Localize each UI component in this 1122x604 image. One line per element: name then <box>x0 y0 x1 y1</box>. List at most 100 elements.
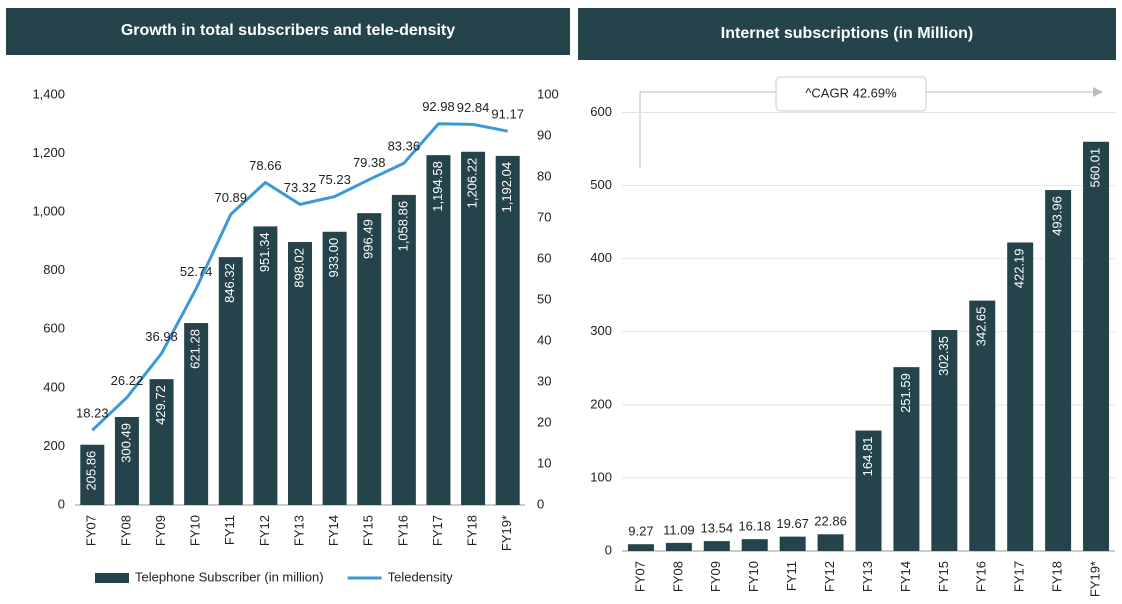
bar-label: 846.32 <box>222 263 237 303</box>
bar <box>1045 190 1072 551</box>
x-tick-label: FY19* <box>1087 561 1102 597</box>
bar <box>931 330 958 551</box>
y2-tick-label: 10 <box>537 455 551 470</box>
x-tick-label: FY07 <box>84 515 99 546</box>
bar <box>1083 141 1110 552</box>
legend-label: Teledensity <box>388 569 454 584</box>
y-tick-label: 400 <box>590 250 612 265</box>
bar-label: 621.28 <box>188 329 203 369</box>
bar-label: 9.27 <box>628 524 653 539</box>
annotation: ^CAGR 42.69% <box>805 85 897 100</box>
bar-label: 1,192.04 <box>499 162 514 213</box>
bar <box>426 155 451 506</box>
bar <box>627 544 654 551</box>
chart-title: Growth in total subscribers and tele-den… <box>121 22 455 39</box>
bar <box>855 430 882 551</box>
y-tick-label: 100 <box>590 469 612 484</box>
bar-label: 342.65 <box>974 307 989 347</box>
bar <box>357 213 382 506</box>
x-tick-label: FY13 <box>291 515 306 546</box>
y2-tick-label: 20 <box>537 414 551 429</box>
y2-tick-label: 70 <box>537 209 551 224</box>
x-tick-label: FY16 <box>974 561 989 592</box>
x-tick-label: FY07 <box>632 561 647 592</box>
y-tick-label: 600 <box>590 104 612 119</box>
annotation-bracket <box>639 91 1095 168</box>
line-label: 92.98 <box>422 99 455 114</box>
x-tick-label: FY18 <box>465 515 480 546</box>
annotation-box <box>775 76 927 112</box>
y2-tick-label: 90 <box>537 127 551 142</box>
y-tick-label: 300 <box>590 323 612 338</box>
bar-label: 300.49 <box>118 423 133 463</box>
bar-label: 996.49 <box>361 219 376 259</box>
line-label: 18.23 <box>76 406 109 421</box>
x-tick-label: FY17 <box>430 515 445 546</box>
y-tick-label: 200 <box>590 396 612 411</box>
bar-label: 898.02 <box>291 248 306 288</box>
bar-label: 1,206.22 <box>465 158 480 209</box>
y2-tick-label: 80 <box>537 168 551 183</box>
x-tick-label: FY16 <box>395 515 410 546</box>
bar-label: 22.86 <box>814 514 847 529</box>
line-label: 70.89 <box>214 190 247 205</box>
bar <box>80 444 105 505</box>
bar <box>288 242 312 505</box>
bar-label: 164.81 <box>860 437 875 477</box>
x-tick-label: FY14 <box>898 561 913 592</box>
bar <box>1007 242 1034 551</box>
line-label: 36.98 <box>145 329 178 344</box>
bar <box>391 194 416 506</box>
bar-label: 251.59 <box>898 373 913 413</box>
bar <box>779 536 806 551</box>
bar <box>969 300 996 551</box>
bar-label: 560.01 <box>1087 148 1102 188</box>
x-tick-label: FY15 <box>361 515 376 546</box>
bar <box>218 257 243 505</box>
x-tick-label: FY10 <box>188 515 203 546</box>
bar-label: 205.86 <box>84 451 99 491</box>
bar <box>114 416 139 505</box>
bar-label: 302.35 <box>936 336 951 376</box>
y-tick-label: 200 <box>43 438 65 453</box>
line-label: 52.74 <box>180 264 213 279</box>
x-tick-label: FY19* <box>499 515 514 551</box>
y-tick-label: 500 <box>590 177 612 192</box>
bar-label: 11.09 <box>663 522 695 537</box>
y-tick-label: 1,200 <box>32 145 65 160</box>
y2-tick-label: 40 <box>537 332 551 347</box>
y2-tick-label: 100 <box>537 86 559 101</box>
bar-label: 13.54 <box>701 521 734 536</box>
legend-swatch <box>95 573 129 583</box>
bar-label: 1,058.86 <box>395 201 410 252</box>
x-tick-label: FY08 <box>670 561 685 592</box>
x-tick-label: FY10 <box>746 561 761 592</box>
line-label: 78.66 <box>249 158 282 173</box>
x-tick-label: FY13 <box>860 561 875 592</box>
line-label: 83.36 <box>388 139 421 154</box>
bar-label: 933.00 <box>326 238 341 278</box>
line-label: 26.22 <box>111 373 144 388</box>
y2-tick-label: 30 <box>537 373 551 388</box>
bar-label: 19.67 <box>776 516 809 531</box>
x-tick-label: FY18 <box>1050 561 1065 592</box>
y-tick-label: 600 <box>43 321 65 336</box>
x-tick-label: FY11 <box>784 561 799 591</box>
x-tick-label: FY08 <box>118 515 133 546</box>
line-label: 79.38 <box>353 155 386 170</box>
bar <box>253 226 278 505</box>
x-tick-label: FY09 <box>153 515 168 546</box>
bar <box>322 231 347 505</box>
bar <box>665 542 692 551</box>
x-tick-label: FY14 <box>326 515 341 546</box>
bar-label: 422.19 <box>1012 248 1027 288</box>
bar-label: 16.18 <box>738 519 771 534</box>
bar-label: 429.72 <box>153 385 168 425</box>
y-tick-label: 1,400 <box>32 86 65 101</box>
bar-label: 951.34 <box>257 232 272 272</box>
bar <box>703 541 730 551</box>
line-label: 92.84 <box>457 100 490 115</box>
y-tick-label: 0 <box>58 496 65 511</box>
bar <box>149 379 174 505</box>
